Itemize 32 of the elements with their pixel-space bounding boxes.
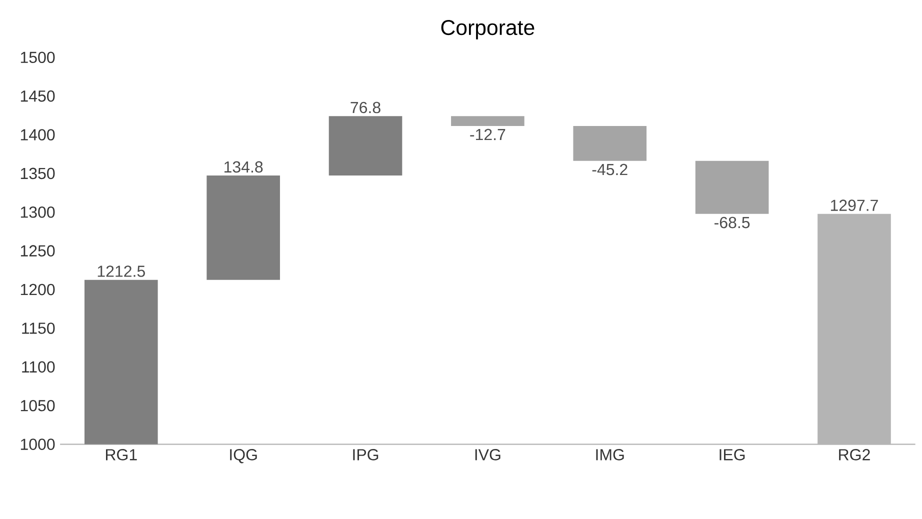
- bar: [328, 116, 402, 176]
- chart-title: Corporate: [441, 20, 534, 40]
- y-tick-label: 1500: [20, 52, 55, 64]
- x-tick-label: RG2: [839, 449, 870, 460]
- y-tick-label: 1400: [20, 129, 55, 140]
- x-tick-label: IPG: [353, 449, 378, 460]
- y-tick-label: 1000: [20, 438, 55, 450]
- data-label: 1212.5: [98, 266, 145, 277]
- x-tick-label: IQG: [230, 449, 257, 464]
- bar: [206, 176, 280, 280]
- y-tick-label: 1200: [20, 284, 55, 296]
- y-tick-label: 1350: [20, 168, 55, 180]
- data-label: -12.7: [470, 128, 506, 140]
- bar: [695, 160, 769, 214]
- x-tick-label: RG1: [106, 449, 137, 460]
- x-tick-label: IVG: [475, 449, 500, 460]
- bar: [451, 116, 524, 126]
- y-tick-label: 1250: [20, 245, 55, 256]
- data-label: 76.8: [350, 102, 380, 114]
- y-tick-label: 1100: [22, 361, 55, 373]
- x-tick-label: IMG: [596, 449, 624, 460]
- data-label: 1297.7: [830, 200, 878, 211]
- data-label: 134.8: [224, 161, 263, 173]
- data-label: -45.2: [592, 164, 628, 176]
- y-tick-label: 1450: [20, 90, 55, 102]
- bar: [573, 126, 647, 161]
- y-tick-label: 1150: [22, 322, 55, 334]
- x-tick-label: IEG: [720, 449, 745, 460]
- y-tick-label: 1300: [20, 206, 55, 218]
- bar: [84, 280, 158, 444]
- data-label: -68.5: [714, 216, 750, 228]
- y-tick-label: 1050: [20, 400, 55, 412]
